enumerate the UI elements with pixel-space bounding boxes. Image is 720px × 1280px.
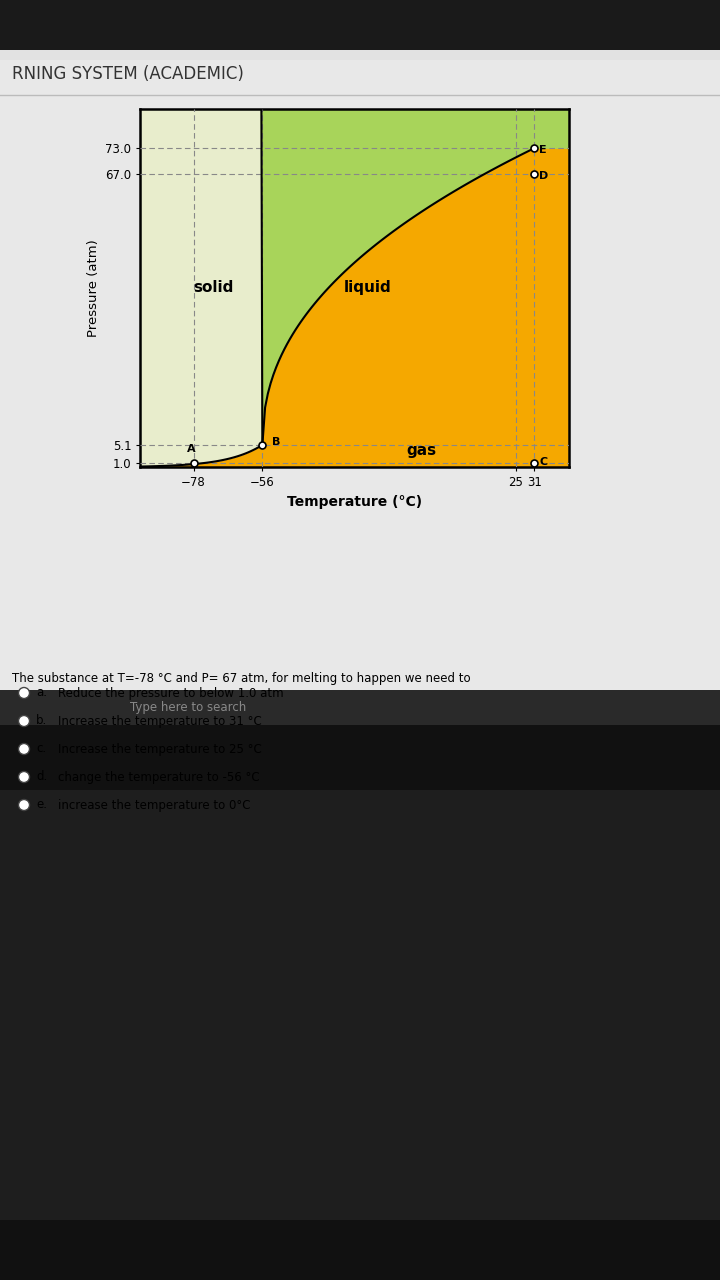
Bar [0, 60, 720, 690]
Bar [0, 724, 720, 1280]
Text: change the temperature to -56 °C: change the temperature to -56 °C [58, 771, 260, 783]
Polygon shape [140, 109, 262, 466]
Bar [0, 690, 720, 724]
Bar [0, 50, 720, 700]
Text: RNING SYSTEM (ACADEMIC): RNING SYSTEM (ACADEMIC) [12, 65, 244, 83]
Text: The substance at T=-78 °C and P= 67 atm, for melting to happen we need to: The substance at T=-78 °C and P= 67 atm,… [12, 672, 471, 685]
Polygon shape [140, 148, 569, 467]
Text: c.: c. [36, 742, 46, 755]
Circle shape [19, 716, 30, 727]
Text: liquid: liquid [343, 280, 392, 296]
Text: B: B [271, 436, 280, 447]
Bar [0, 0, 720, 50]
Text: Type here to search: Type here to search [130, 700, 246, 713]
Text: Increase the temperature to 31 °C: Increase the temperature to 31 °C [58, 714, 262, 727]
Circle shape [19, 687, 30, 699]
X-axis label: Temperature (°C): Temperature (°C) [287, 495, 422, 508]
Text: Increase the temperature to 25 °C: Increase the temperature to 25 °C [58, 742, 262, 755]
Text: a.: a. [36, 686, 47, 699]
Text: E: E [539, 145, 546, 155]
Text: gas: gas [406, 443, 436, 458]
Text: A: A [187, 444, 196, 454]
Text: C: C [539, 457, 547, 467]
Text: D: D [539, 170, 549, 180]
Polygon shape [261, 109, 569, 445]
Circle shape [19, 744, 30, 754]
Circle shape [19, 772, 30, 782]
Text: solid: solid [194, 280, 234, 296]
Bar [0, 790, 720, 1220]
Text: Reduce the pressure to below 1.0 atm: Reduce the pressure to below 1.0 atm [58, 686, 284, 699]
Text: d.: d. [36, 771, 48, 783]
Y-axis label: Pressure (atm): Pressure (atm) [86, 239, 99, 337]
Circle shape [19, 800, 30, 810]
Text: e.: e. [36, 799, 47, 812]
Text: increase the temperature to 0°C: increase the temperature to 0°C [58, 799, 251, 812]
Text: b.: b. [36, 714, 48, 727]
